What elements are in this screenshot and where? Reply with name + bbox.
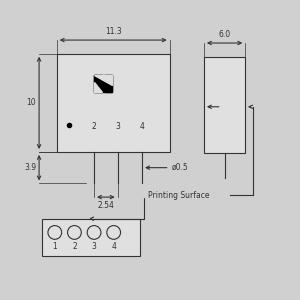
Text: 10: 10 — [26, 98, 36, 107]
Bar — [57, 54, 170, 152]
Text: 2: 2 — [92, 122, 96, 131]
Text: 4: 4 — [111, 242, 116, 251]
Text: 2.54: 2.54 — [98, 201, 114, 210]
Text: Printing Surface: Printing Surface — [148, 190, 209, 200]
Text: 3: 3 — [92, 242, 97, 251]
Text: 11.3: 11.3 — [105, 27, 122, 36]
Text: ø0.5: ø0.5 — [172, 163, 188, 172]
Polygon shape — [94, 82, 102, 92]
Text: 4: 4 — [140, 122, 145, 131]
Bar — [105, 75, 112, 92]
Bar — [42, 219, 140, 256]
Bar — [94, 75, 112, 92]
Polygon shape — [94, 75, 112, 85]
Bar — [94, 75, 102, 92]
Bar — [204, 57, 245, 153]
Text: 6.0: 6.0 — [218, 30, 231, 39]
Text: 3: 3 — [115, 122, 120, 131]
Text: 2: 2 — [72, 242, 77, 251]
Text: 1: 1 — [52, 242, 57, 251]
Text: 3.9: 3.9 — [24, 163, 36, 172]
